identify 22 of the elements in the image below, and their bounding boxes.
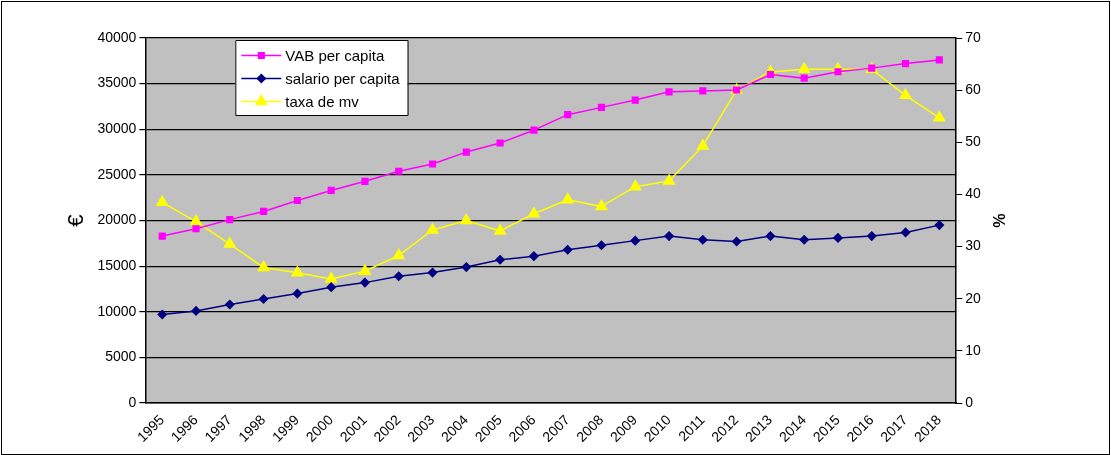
legend-label: VAB per capita — [285, 46, 385, 64]
y-tick-label: 35000 — [97, 74, 137, 91]
y2-tick-label: 30 — [965, 237, 982, 254]
y2-tick-label: 70 — [965, 28, 982, 45]
y-axis-title: € — [63, 214, 89, 227]
y-tick-label: 5000 — [105, 348, 137, 365]
y2-tick-label: 10 — [965, 341, 982, 358]
y2-axis-title: % — [989, 213, 1007, 228]
y-tick-label: 25000 — [97, 165, 137, 182]
y2-tick-label: 20 — [965, 289, 982, 306]
y-tick-label: 0 — [128, 393, 137, 410]
y2-tick-label: 60 — [965, 81, 982, 98]
y-tick-label: 10000 — [97, 302, 137, 319]
legend-label: taxa de mv — [285, 92, 360, 110]
y-tick-label: 20000 — [97, 211, 137, 228]
y-tick-label: 15000 — [97, 257, 137, 274]
y2-tick-label: 40 — [965, 185, 982, 202]
y2-tick-label: 50 — [965, 133, 982, 150]
legend-label: salario per capita — [285, 69, 401, 87]
y2-tick-label: 0 — [965, 393, 974, 410]
y-tick-label: 30000 — [97, 120, 137, 137]
y-tick-label: 40000 — [97, 28, 137, 45]
